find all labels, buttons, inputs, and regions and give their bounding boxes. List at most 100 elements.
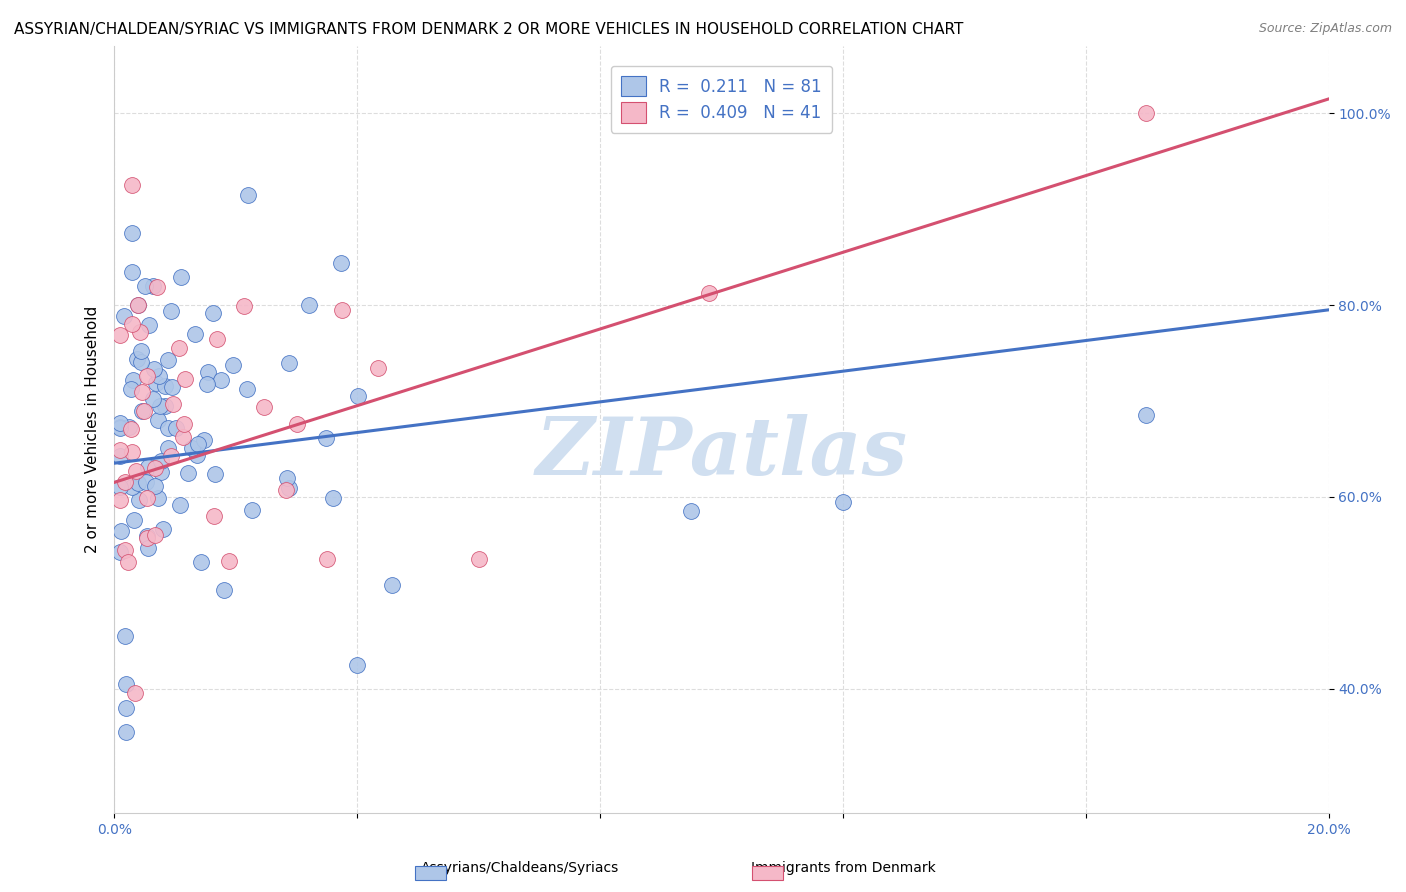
Point bbox=[149, 454, 172, 468]
Point bbox=[172, 430, 194, 444]
Point bbox=[186, 448, 208, 462]
Point bbox=[143, 461, 166, 475]
Text: Immigrants from Denmark: Immigrants from Denmark bbox=[751, 862, 936, 875]
Point bbox=[110, 492, 132, 507]
Point bbox=[346, 657, 368, 672]
Point bbox=[315, 552, 337, 566]
Point bbox=[148, 368, 170, 383]
Point bbox=[143, 361, 166, 376]
Point bbox=[110, 545, 132, 559]
Point bbox=[176, 466, 198, 480]
Point bbox=[121, 264, 143, 278]
Point bbox=[146, 413, 169, 427]
Text: ASSYRIAN/CHALDEAN/SYRIAC VS IMMIGRANTS FROM DENMARK 2 OR MORE VEHICLES IN HOUSEH: ASSYRIAN/CHALDEAN/SYRIAC VS IMMIGRANTS F… bbox=[14, 22, 963, 37]
Point bbox=[124, 686, 146, 700]
Point bbox=[110, 524, 132, 539]
Point bbox=[697, 285, 720, 300]
Point bbox=[170, 270, 193, 285]
Point bbox=[120, 382, 142, 396]
Point bbox=[118, 420, 141, 434]
Point bbox=[136, 531, 159, 545]
Point bbox=[218, 554, 240, 568]
Point bbox=[193, 434, 215, 448]
Point bbox=[1135, 106, 1157, 120]
Point bbox=[330, 303, 353, 318]
Point bbox=[153, 399, 176, 413]
Point bbox=[367, 361, 389, 376]
Point bbox=[134, 278, 156, 293]
Point bbox=[347, 389, 370, 403]
Point bbox=[138, 318, 160, 332]
Point bbox=[204, 467, 226, 481]
Point bbox=[159, 303, 181, 318]
Point bbox=[142, 278, 165, 293]
Point bbox=[238, 187, 260, 202]
Text: ZIPatlas: ZIPatlas bbox=[536, 414, 907, 491]
Point bbox=[114, 543, 136, 558]
Point bbox=[165, 421, 187, 435]
Point bbox=[173, 372, 195, 386]
Point bbox=[278, 356, 301, 370]
Point bbox=[150, 466, 173, 480]
Point bbox=[285, 417, 308, 432]
Point bbox=[129, 355, 152, 369]
Point bbox=[136, 491, 159, 505]
Point bbox=[233, 299, 256, 313]
Point bbox=[236, 383, 259, 397]
Point bbox=[207, 332, 229, 346]
Point bbox=[115, 724, 138, 739]
Point bbox=[110, 450, 132, 464]
Point bbox=[112, 309, 135, 323]
Point bbox=[298, 298, 321, 312]
Point bbox=[121, 445, 143, 459]
Point bbox=[187, 436, 209, 450]
Point bbox=[110, 442, 132, 457]
Point bbox=[222, 358, 245, 372]
Point bbox=[681, 504, 703, 518]
Point bbox=[142, 392, 165, 406]
Point bbox=[146, 491, 169, 506]
Point bbox=[129, 343, 152, 358]
Point bbox=[1135, 409, 1157, 423]
Point bbox=[110, 417, 132, 431]
Point bbox=[131, 403, 153, 417]
Point bbox=[160, 450, 183, 464]
Point bbox=[467, 552, 489, 566]
Point bbox=[127, 298, 149, 312]
Point bbox=[202, 508, 225, 523]
Point bbox=[132, 403, 155, 417]
Point bbox=[128, 493, 150, 508]
Point bbox=[121, 480, 143, 494]
Point bbox=[114, 629, 136, 643]
Legend: R =  0.211   N = 81, R =  0.409   N = 41: R = 0.211 N = 81, R = 0.409 N = 41 bbox=[612, 66, 832, 133]
Point bbox=[157, 352, 180, 367]
Point bbox=[114, 475, 136, 489]
Point bbox=[136, 459, 159, 474]
Point bbox=[195, 377, 218, 392]
Point bbox=[329, 256, 352, 270]
Point bbox=[136, 541, 159, 555]
Point bbox=[129, 325, 152, 339]
Point bbox=[157, 421, 180, 435]
Point bbox=[145, 527, 167, 541]
Point bbox=[135, 368, 157, 383]
Point bbox=[181, 441, 204, 455]
Point bbox=[197, 365, 219, 379]
Point bbox=[160, 380, 183, 394]
Point bbox=[122, 373, 145, 387]
Point bbox=[209, 373, 232, 387]
Point bbox=[381, 578, 404, 592]
Point bbox=[125, 464, 148, 478]
Point bbox=[135, 475, 157, 489]
Point bbox=[121, 226, 143, 240]
Point bbox=[120, 422, 142, 436]
Point bbox=[278, 481, 301, 495]
Point bbox=[121, 178, 143, 193]
Point bbox=[115, 677, 138, 691]
Point bbox=[149, 399, 172, 413]
Point bbox=[136, 529, 159, 543]
Point bbox=[117, 555, 139, 569]
Point bbox=[121, 317, 143, 331]
Y-axis label: 2 or more Vehicles in Household: 2 or more Vehicles in Household bbox=[86, 306, 100, 553]
Point bbox=[276, 471, 298, 485]
